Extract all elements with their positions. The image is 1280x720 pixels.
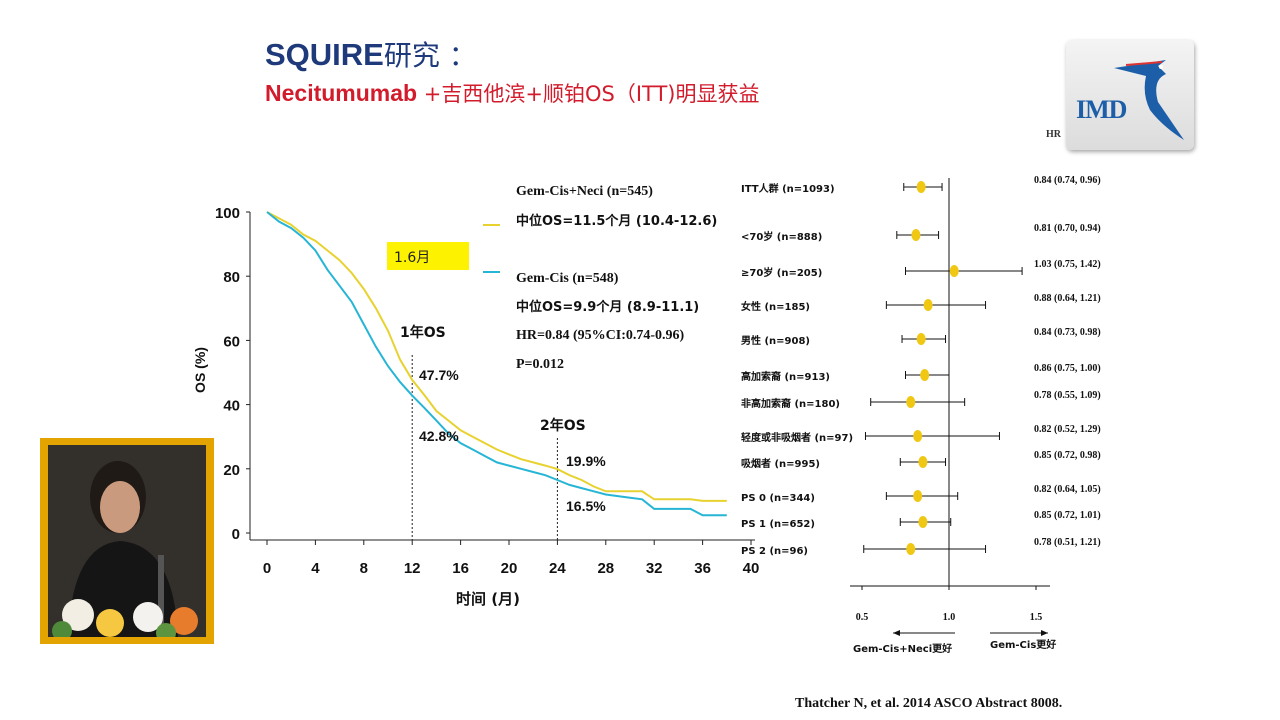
imd-logo: IMD xyxy=(1066,40,1194,150)
y-tick-label: 80 xyxy=(223,269,240,286)
forest-hr-text: 0.82 (0.64, 1.05) xyxy=(1034,484,1101,495)
x-tick-label: 0 xyxy=(263,560,271,577)
forest-point xyxy=(923,299,933,311)
favor-right-label: Gem-Cis更好 xyxy=(990,638,1056,651)
forest-hr-text: 0.86 (0.75, 1.00) xyxy=(1034,363,1101,374)
km-series-gem-cis-neci xyxy=(266,211,727,502)
forest-row-label: PS 2 (n=96) xyxy=(741,546,808,557)
forest-row-label: 非高加索裔 (n=180) xyxy=(741,397,840,410)
os2-neci-value: 19.9% xyxy=(566,453,606,469)
legend-arm1-name: Gem-Cis+Neci (n=545) xyxy=(516,184,653,199)
km-series-gem-cis xyxy=(266,211,727,517)
forest-row-label: ITT人群 (n=1093) xyxy=(741,182,835,195)
forest-point xyxy=(913,430,923,442)
forest-point xyxy=(906,543,916,555)
forest-point xyxy=(918,456,928,468)
forest-hr-text: 0.85 (0.72, 1.01) xyxy=(1034,510,1101,521)
legend-p: P=0.012 xyxy=(516,357,564,372)
forest-hr-text: 0.88 (0.64, 1.21) xyxy=(1034,293,1101,304)
forest-point xyxy=(920,369,930,381)
forest-point xyxy=(949,265,959,277)
y-tick-label: 20 xyxy=(223,462,240,479)
forest-hr-text: 0.81 (0.70, 0.94) xyxy=(1034,223,1101,234)
y-tick-label: 60 xyxy=(223,333,240,350)
legend-arm2-name: Gem-Cis (n=548) xyxy=(516,271,619,286)
forest-row-label: 高加索裔 (n=913) xyxy=(741,370,830,383)
slide-subtitle: Necitumumab +吉西他滨+顺铂OS（ITT)明显获益 xyxy=(265,80,760,106)
forest-row-label: 男性 (n=908) xyxy=(741,334,810,347)
x-tick-label: 40 xyxy=(743,560,760,577)
legend-arm1-median: 中位OS=11.5个月 (10.4-12.6) xyxy=(516,213,717,229)
forest-row-label: 女性 (n=185) xyxy=(741,300,810,313)
x-axis-label: 时间 (月) xyxy=(456,590,520,608)
forest-point xyxy=(906,396,916,408)
forest-hr-text: 0.84 (0.74, 0.96) xyxy=(1034,175,1101,186)
hr-label: HR xyxy=(1046,129,1061,140)
y-tick-label: 40 xyxy=(223,398,240,415)
logo-text: IMD xyxy=(1076,95,1127,124)
forest-row-label: 吸烟者 (n=995) xyxy=(741,457,820,470)
forest-point xyxy=(916,181,926,193)
forest-point xyxy=(918,516,928,528)
speaker-figure xyxy=(48,445,206,637)
forest-hr-text: 0.82 (0.52, 1.29) xyxy=(1034,424,1101,435)
favor-left-arrowhead xyxy=(893,630,900,636)
x-tick-label: 20 xyxy=(501,560,518,577)
forest-x-tick-label: 1.5 xyxy=(1030,612,1043,623)
os1-gc-value: 42.8% xyxy=(419,428,459,444)
forest-row-label: ≥70岁 (n=205) xyxy=(741,266,822,279)
forest-point xyxy=(911,229,921,241)
citation: Thatcher N, et al. 2014 ASCO Abstract 80… xyxy=(795,696,1063,711)
legend-arm2-median: 中位OS=9.9个月 (8.9-11.1) xyxy=(516,299,699,315)
x-tick-label: 12 xyxy=(404,560,421,577)
os1-label: 1年OS xyxy=(400,324,446,341)
km-chart: 0 20 40 60 80 100 0 4 8 12 16 20 24 28 32 36 40 1.6月 Gem… xyxy=(192,184,760,608)
gap-box xyxy=(387,242,469,270)
forest-hr-text: 0.85 (0.72, 0.98) xyxy=(1034,450,1101,461)
gap-box-label: 1.6月 xyxy=(394,250,430,266)
forest-row-label: <70岁 (n=888) xyxy=(741,230,822,243)
x-tick-label: 32 xyxy=(646,560,663,577)
forest-hr-text: 0.78 (0.55, 1.09) xyxy=(1034,390,1101,401)
legend-hr: HR=0.84 (95%CI:0.74-0.96) xyxy=(516,328,685,343)
forest-point xyxy=(916,333,926,345)
forest-point xyxy=(913,490,923,502)
x-tick-label: 28 xyxy=(597,560,614,577)
x-tick-label: 16 xyxy=(452,560,469,577)
forest-row-label: 轻度或非吸烟者 (n=97) xyxy=(741,431,853,444)
forest-x-tick-label: 0.5 xyxy=(856,612,869,623)
x-tick-label: 4 xyxy=(311,560,320,577)
os1-neci-value: 47.7% xyxy=(419,367,459,383)
y-tick-label: 0 xyxy=(232,526,240,543)
x-tick-label: 36 xyxy=(694,560,711,577)
y-tick-label: 100 xyxy=(215,205,240,222)
forest-row-label: PS 0 (n=344) xyxy=(741,493,815,504)
speaker-photo xyxy=(40,438,214,644)
favor-right-arrowhead xyxy=(1041,630,1048,636)
forest-hr-text: 1.03 (0.75, 1.42) xyxy=(1034,259,1101,270)
forest-hr-text: 0.84 (0.73, 0.98) xyxy=(1034,327,1101,338)
os2-label: 2年OS xyxy=(540,417,586,434)
forest-hr-text: 0.78 (0.51, 1.21) xyxy=(1034,537,1101,548)
y-axis-label: OS (%) xyxy=(192,347,208,393)
forest-x-tick-label: 1.0 xyxy=(943,612,956,623)
x-tick-label: 8 xyxy=(360,560,368,577)
forest-row-label: PS 1 (n=652) xyxy=(741,519,815,530)
kingfisher-icon xyxy=(1114,60,1184,140)
favor-left-label: Gem-Cis+Neci更好 xyxy=(853,642,952,655)
os2-gc-value: 16.5% xyxy=(566,498,606,514)
x-tick-label: 24 xyxy=(549,560,566,577)
slide-title: SQUIRE研究 ： xyxy=(265,37,477,72)
